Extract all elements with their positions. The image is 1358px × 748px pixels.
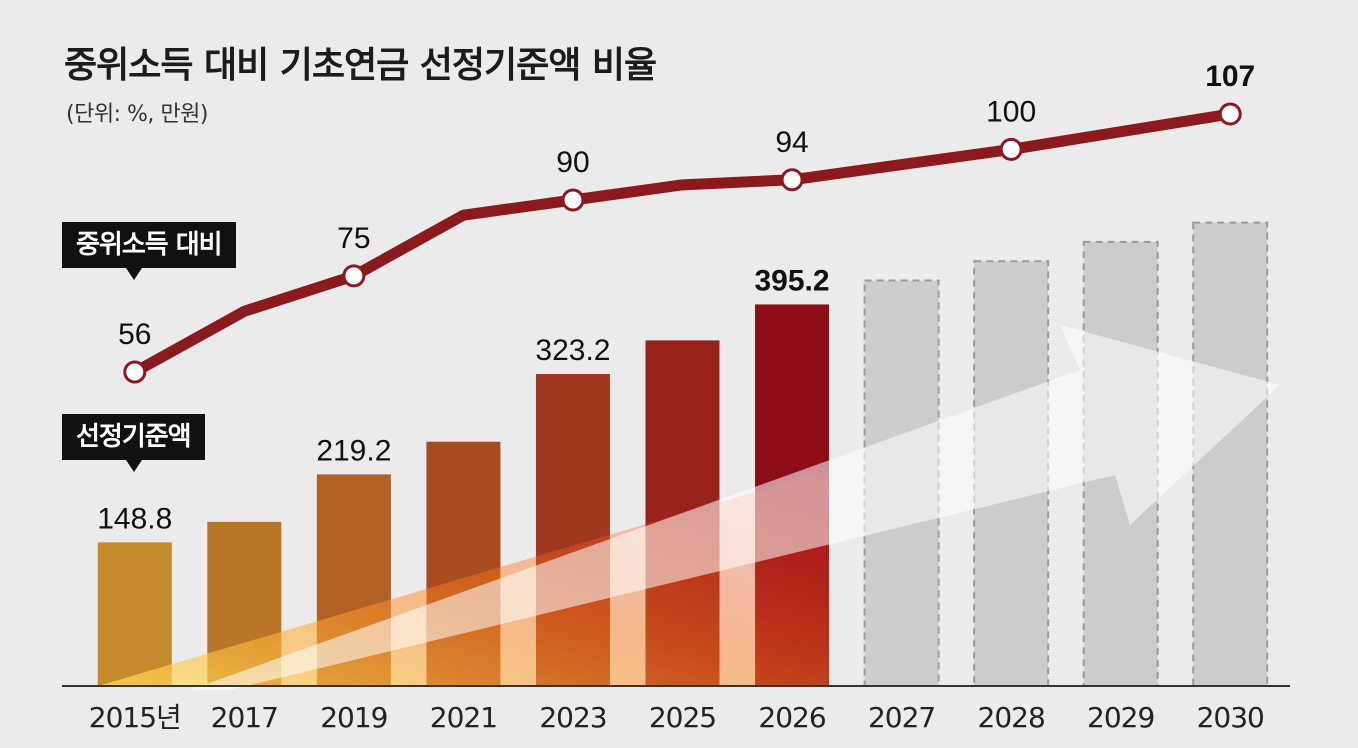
x-tick-label-2023: 2023 xyxy=(539,701,606,734)
growth-arrow xyxy=(190,325,1280,690)
bar-label-2023: 323.2 xyxy=(535,334,610,367)
x-tick-label-2027: 2027 xyxy=(868,701,935,734)
x-tick-label-2028: 2028 xyxy=(978,701,1045,734)
x-tick-label-2017: 2017 xyxy=(211,701,278,734)
amount-series-badge: 선정기준액 xyxy=(62,414,205,472)
unit-label: (단위: %, 만원) xyxy=(66,102,208,127)
x-tick-label-2021: 2021 xyxy=(430,701,497,734)
x-tick-label-2019: 2019 xyxy=(320,701,387,734)
ratio-marker-2030 xyxy=(1218,102,1242,126)
x-tick-label-2025: 2025 xyxy=(649,701,716,734)
bar-glow-overlay xyxy=(97,470,830,686)
ratio-marker-2028 xyxy=(999,137,1023,161)
bar-label-2019: 219.2 xyxy=(316,434,391,467)
ratio-label-2030: 107 xyxy=(1205,60,1255,93)
bar-label-2026: 395.2 xyxy=(755,264,830,297)
x-tick-label-2015년: 2015년 xyxy=(89,701,181,734)
x-tick-label-2030: 2030 xyxy=(1197,701,1264,734)
ratio-marker-2026 xyxy=(780,168,804,192)
chart-title: 중위소득 대비 기초연금 선정기준액 비율 xyxy=(64,45,657,86)
ratio-label-2015년: 56 xyxy=(118,318,151,351)
x-tick-label-2029: 2029 xyxy=(1087,701,1154,734)
ratio-marker-2023 xyxy=(561,188,585,212)
ratio-label-2026: 94 xyxy=(775,126,808,159)
ratio-label-2023: 90 xyxy=(556,146,589,179)
ratio-label-2028: 100 xyxy=(986,95,1036,128)
bar-label-2015년: 148.8 xyxy=(97,502,172,535)
ratio-series-badge: 중위소득 대비 xyxy=(62,222,236,280)
ratio-label-2019: 75 xyxy=(337,222,370,255)
x-tick-label-2026: 2026 xyxy=(758,701,825,734)
ratio-marker-2015년 xyxy=(123,360,147,384)
ratio-marker-2019 xyxy=(342,264,366,288)
bar-2015년 xyxy=(97,542,172,686)
